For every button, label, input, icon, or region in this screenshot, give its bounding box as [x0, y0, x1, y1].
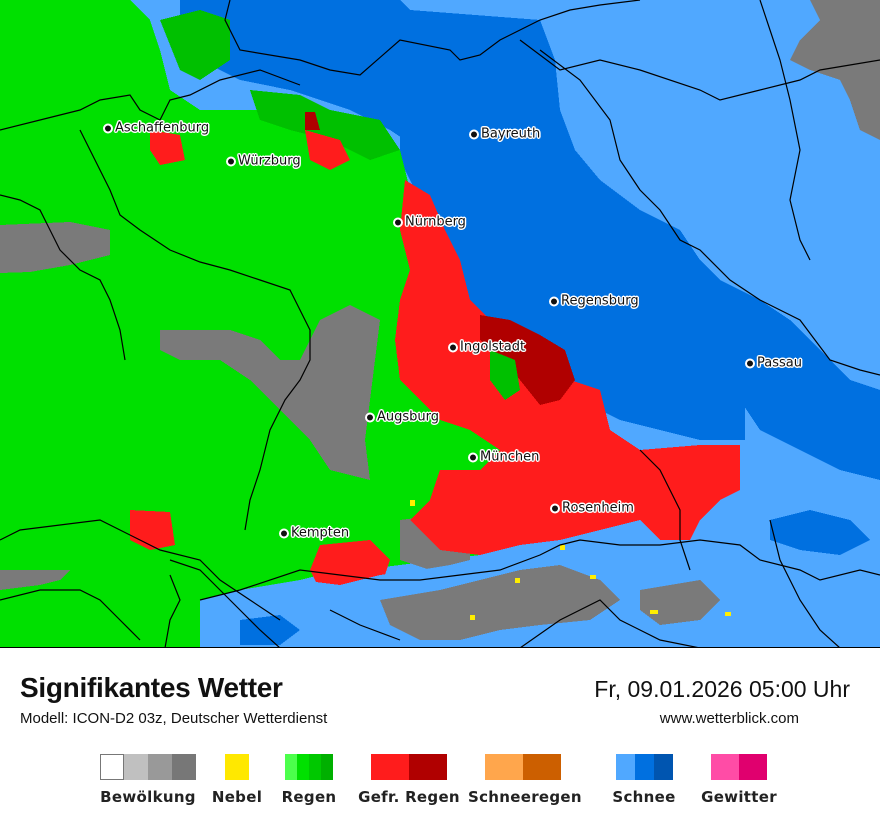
city-dot-icon — [103, 123, 113, 133]
page-title: Signifikantes Wetter — [20, 672, 283, 703]
city-dot-icon — [226, 156, 236, 166]
legend-item-bewoelkung: Bewölkung — [98, 754, 198, 806]
city-marker: Aschaffenburg — [103, 121, 209, 136]
city-dot-icon — [469, 129, 479, 139]
city-dot-icon — [745, 358, 755, 368]
legend-swatch — [371, 754, 409, 780]
city-marker: Regensburg — [549, 294, 639, 309]
city-marker: Kempten — [279, 526, 349, 541]
legend-item-schnee: Schnee — [604, 754, 684, 806]
city-dot-icon — [550, 503, 560, 513]
city-dot-icon — [468, 452, 478, 462]
legend-item-regen: Regen — [274, 754, 344, 806]
legend-swatch — [285, 754, 297, 780]
legend-swatch — [297, 754, 309, 780]
legend-swatch — [485, 754, 523, 780]
city-dot-icon — [279, 528, 289, 538]
city-marker: Nürnberg — [393, 215, 466, 230]
city-dot-icon — [549, 296, 559, 306]
legend-swatch — [615, 754, 635, 780]
city-dot-icon — [365, 412, 375, 422]
legend-item-schneeregen: Schneeregen — [468, 754, 582, 806]
legend-swatch — [225, 754, 249, 780]
legend-swatch — [739, 754, 767, 780]
forecast-datetime: Fr, 09.01.2026 05:00 Uhr — [594, 676, 850, 702]
map-footer: Signifikantes Wetter Modell: ICON-D2 03z… — [0, 648, 880, 830]
city-marker: Bayreuth — [469, 127, 540, 142]
legend-swatch — [172, 754, 196, 780]
legend-swatch — [634, 754, 654, 780]
map-canvas — [0, 0, 880, 647]
website-link: www.wetterblick.com — [659, 710, 799, 727]
model-info: Modell: ICON-D2 03z, Deutscher Wetterdie… — [20, 710, 328, 727]
legend-swatch — [653, 754, 673, 780]
city-dot-icon — [448, 342, 458, 352]
legend-swatch — [309, 754, 321, 780]
legend-item-gewitter: Gewitter — [697, 754, 781, 806]
legend-item-gefr-regen: Gefr. Regen — [349, 754, 469, 806]
city-marker: Würzburg — [226, 154, 301, 169]
weather-map: Aschaffenburg Würzburg Bayreuth Nürnberg… — [0, 0, 880, 648]
legend-swatch — [523, 754, 561, 780]
legend-swatch — [148, 754, 172, 780]
city-marker: Augsburg — [365, 410, 439, 425]
legend-swatch — [409, 754, 447, 780]
legend-item-nebel: Nebel — [207, 754, 267, 806]
legend: Bewölkung Nebel Regen Gefr. Regen — [0, 754, 880, 814]
city-marker: Passau — [745, 356, 802, 371]
legend-swatch — [124, 754, 148, 780]
city-marker: Ingolstadt — [448, 340, 525, 355]
city-marker: München — [468, 450, 539, 465]
legend-swatch — [711, 754, 739, 780]
legend-swatch — [321, 754, 333, 780]
legend-swatch — [100, 754, 124, 780]
city-dot-icon — [393, 217, 403, 227]
city-marker: Rosenheim — [550, 501, 634, 516]
